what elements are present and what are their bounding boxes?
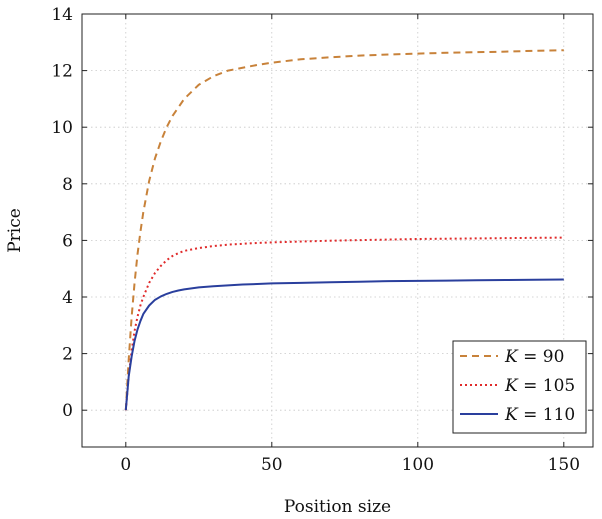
x-tick-label: 150 <box>548 455 580 475</box>
y-tick-label: 10 <box>51 118 73 138</box>
series-line-k110 <box>124 278 564 411</box>
axis-ticks: 0 50 100 150 0 2 4 6 8 10 12 14 <box>51 5 593 475</box>
legend-label: K = 105 <box>504 376 575 396</box>
y-tick-label: 14 <box>51 5 73 25</box>
y-tick-label: 6 <box>62 231 73 251</box>
y-axis-label: Price <box>5 208 25 253</box>
x-tick-label: 50 <box>261 455 283 475</box>
series-line-k105 <box>124 236 564 411</box>
y-tick-label: 0 <box>62 401 73 421</box>
legend-label: K = 110 <box>504 405 575 425</box>
y-tick-label: 4 <box>62 288 73 308</box>
x-tick-label: 0 <box>120 455 131 475</box>
series-line-k90 <box>124 49 564 411</box>
y-tick-label: 8 <box>62 175 73 195</box>
legend-label: K = 90 <box>504 347 564 367</box>
y-tick-label: 2 <box>62 345 73 365</box>
y-tick-label: 12 <box>51 62 73 82</box>
legend: K = 90 K = 105 K = 110 <box>452 340 587 434</box>
series-lines <box>124 49 564 411</box>
x-axis-label: Position size <box>284 497 391 517</box>
plot-frame <box>81 13 594 448</box>
x-tick-label: 100 <box>402 455 434 475</box>
